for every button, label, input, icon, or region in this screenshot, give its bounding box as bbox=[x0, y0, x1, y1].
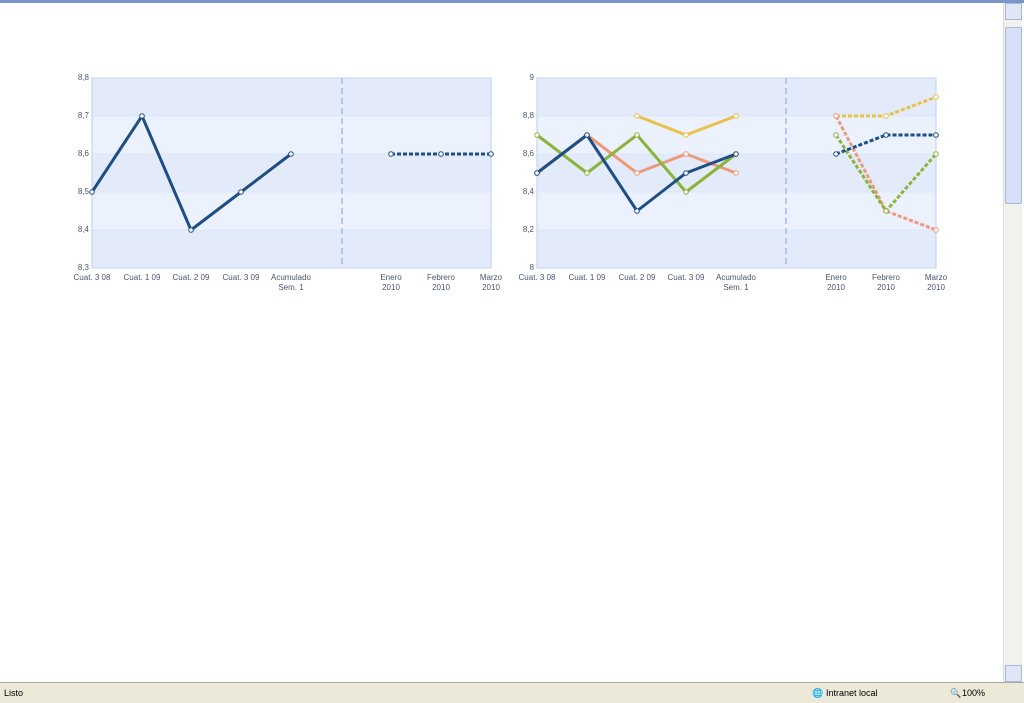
point bbox=[683, 170, 689, 176]
band bbox=[92, 116, 491, 154]
status-text: Listo bbox=[4, 688, 24, 698]
point bbox=[933, 151, 939, 157]
point bbox=[634, 208, 640, 214]
y-tick-label: 8,6 bbox=[78, 149, 90, 158]
frame-top bbox=[0, 0, 1024, 3]
x-tick-label: Cuat. 2 09 bbox=[172, 273, 210, 282]
x-tick-label: Febrero 2010 bbox=[426, 273, 455, 292]
point bbox=[933, 132, 939, 138]
y-tick-label: 8,6 bbox=[523, 149, 535, 158]
point bbox=[883, 113, 889, 119]
point bbox=[584, 170, 590, 176]
point bbox=[488, 151, 494, 157]
band bbox=[92, 192, 491, 230]
point bbox=[833, 151, 839, 157]
x-tick-label: Marzo 2010 bbox=[924, 273, 948, 292]
scroll-thumb[interactable] bbox=[1005, 27, 1022, 204]
status-bar: Listo 🌐 Intranet local 🔍 100% bbox=[0, 682, 1024, 703]
point bbox=[683, 189, 689, 195]
y-tick-label: 8,3 bbox=[78, 263, 90, 272]
x-tick-label: Cuat. 2 09 bbox=[618, 273, 656, 282]
point bbox=[933, 94, 939, 100]
x-tick-label: Cuat. 3 09 bbox=[667, 273, 705, 282]
y-tick-label: 8,5 bbox=[78, 187, 90, 196]
point bbox=[584, 132, 590, 138]
point bbox=[883, 132, 889, 138]
point bbox=[534, 170, 540, 176]
point bbox=[139, 113, 145, 119]
point bbox=[534, 132, 540, 138]
point bbox=[188, 227, 194, 233]
point bbox=[634, 170, 640, 176]
point bbox=[833, 132, 839, 138]
x-tick-label: Cuat. 3 08 bbox=[518, 273, 556, 282]
y-tick-label: 8,8 bbox=[523, 111, 535, 120]
scrollbar[interactable] bbox=[1003, 3, 1022, 682]
zoom-text[interactable]: 100% bbox=[962, 688, 986, 698]
y-tick-label: 8,8 bbox=[78, 73, 90, 82]
point bbox=[683, 151, 689, 157]
x-tick-label: Cuat. 1 09 bbox=[123, 273, 161, 282]
x-tick-label: Enero 2010 bbox=[825, 273, 847, 292]
x-tick-label: Cuat. 3 09 bbox=[222, 273, 260, 282]
scroll-down[interactable] bbox=[1005, 665, 1022, 682]
x-tick-label: Acumulado Sem. 1 bbox=[715, 273, 757, 292]
x-tick-label: Enero 2010 bbox=[380, 273, 402, 292]
y-tick-label: 8,4 bbox=[78, 225, 90, 234]
point bbox=[733, 113, 739, 119]
series-line bbox=[835, 133, 936, 156]
y-tick-label: 8,4 bbox=[523, 187, 535, 196]
y-tick-label: 8,7 bbox=[78, 111, 90, 120]
x-tick-label: Acumulado Sem. 1 bbox=[270, 273, 312, 292]
point bbox=[933, 227, 939, 233]
point bbox=[288, 151, 294, 157]
zone-text: Intranet local bbox=[826, 688, 878, 698]
point bbox=[438, 151, 444, 157]
band bbox=[537, 192, 936, 230]
scroll-up[interactable] bbox=[1005, 3, 1022, 20]
point bbox=[388, 151, 394, 157]
x-tick-label: Cuat. 3 08 bbox=[73, 273, 111, 282]
point bbox=[833, 113, 839, 119]
point bbox=[634, 113, 640, 119]
point bbox=[733, 151, 739, 157]
point bbox=[883, 208, 889, 214]
charts: 8,3 8,4 8,5 8,6 8,7 8,8 8 8,2 8,4 8,6 8,8 9 bbox=[78, 73, 939, 272]
y-tick-label: 9 bbox=[530, 73, 535, 82]
point bbox=[733, 170, 739, 176]
x-tick-label: Marzo 2010 bbox=[479, 273, 503, 292]
point bbox=[683, 132, 689, 138]
y-tick-label: 8,2 bbox=[523, 225, 535, 234]
plot-area bbox=[91, 77, 492, 269]
zone-icon: 🌐 bbox=[812, 688, 824, 698]
x-tick-label: Febrero 2010 bbox=[871, 273, 900, 292]
point bbox=[238, 189, 244, 195]
y-tick-label: 8 bbox=[530, 263, 535, 272]
point bbox=[89, 189, 95, 195]
zoom-icon: 🔍 bbox=[950, 688, 962, 698]
point bbox=[634, 132, 640, 138]
x-tick-label: Cuat. 1 09 bbox=[568, 273, 606, 282]
